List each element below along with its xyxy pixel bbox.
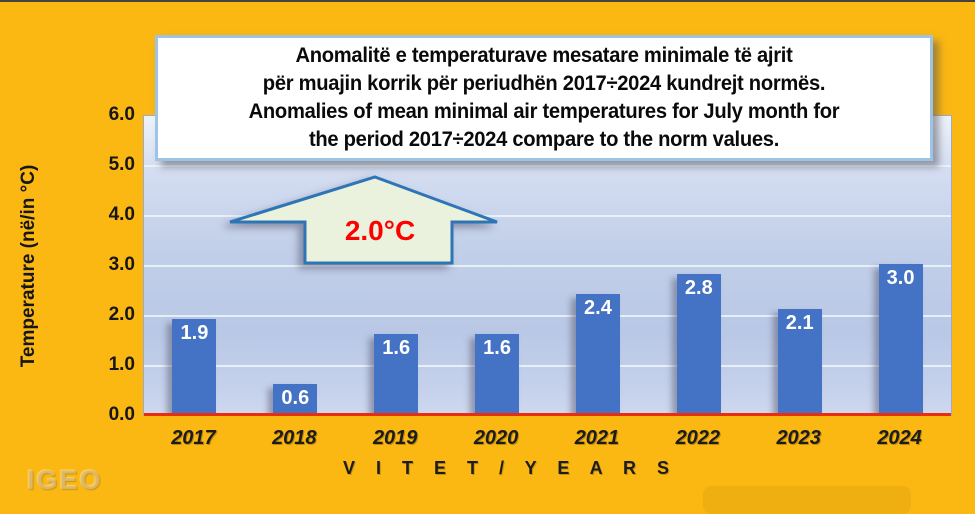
chart-title-box: Anomalitë e temperaturave mesatare minim… <box>155 35 933 161</box>
y-tick-3.0: 3.0 <box>108 254 135 275</box>
x-tick-2022: 2022 <box>675 427 721 449</box>
bar-2017: 1.9 <box>172 319 217 414</box>
x-tick-2021: 2021 <box>574 427 620 449</box>
bar-value-label-2021: 2.4 <box>584 297 612 319</box>
gridline-2.0 <box>144 315 951 317</box>
title-line-2: për muajin korrik për periudhën 2017÷202… <box>262 72 826 95</box>
x-tick-2019: 2019 <box>372 427 418 449</box>
y-tick-6.0: 6.0 <box>108 104 135 125</box>
bar-2020: 1.6 <box>475 334 520 414</box>
bar-value-label-2018: 0.6 <box>281 387 310 409</box>
igeo-watermark: IGEO <box>27 465 103 495</box>
y-tick-1.0: 1.0 <box>108 354 135 375</box>
x-tick-2020: 2020 <box>473 427 519 449</box>
x-axis-title: V I T E T / Y E A R S <box>342 458 678 478</box>
title-line-3: Anomalies of mean minimal air temperatur… <box>248 100 840 123</box>
bar-2024: 3.0 <box>878 264 923 414</box>
bar-2023: 2.1 <box>777 309 822 414</box>
top-border-line <box>0 0 975 2</box>
bar-value-label-2019: 1.6 <box>382 337 411 359</box>
bar-value-label-2017: 1.9 <box>180 322 209 344</box>
plot-area: 1.9 0.6 1.6 1.6 2.4 2.8 2.1 3.0 <box>143 115 952 416</box>
x-tick-2017: 2017 <box>171 427 216 449</box>
title-line-1: Anomalitë e temperaturave mesatare minim… <box>295 44 793 67</box>
up-arrow-annotation: 2.0°C <box>225 174 505 269</box>
bar-2021: 2.4 <box>575 294 620 414</box>
background-accent <box>703 486 911 514</box>
arrow-value-label: 2.0°C <box>345 215 415 246</box>
up-arrow-icon: 2.0°C <box>229 175 498 265</box>
bar-value-label-2024: 3.0 <box>886 267 915 289</box>
y-axis-title: Temperature (në/in °C) <box>18 164 39 368</box>
bar-2018: 0.6 <box>273 384 318 414</box>
bar-2022: 2.8 <box>676 274 721 414</box>
y-tick-5.0: 5.0 <box>108 154 135 175</box>
zero-baseline <box>144 413 951 416</box>
x-tick-2018: 2018 <box>272 427 317 449</box>
bar-value-label-2023: 2.1 <box>785 312 814 334</box>
gridline-1.0 <box>144 365 951 367</box>
title-line-4: the period 2017÷2024 compare to the norm… <box>308 128 780 151</box>
y-tick-4.0: 4.0 <box>108 204 135 225</box>
bar-value-label-2022: 2.8 <box>684 277 713 299</box>
bar-2019: 1.6 <box>374 334 419 414</box>
gridline-4.0 <box>144 215 951 217</box>
x-tick-2023: 2023 <box>776 427 821 449</box>
gridline-5.0 <box>144 165 951 167</box>
chart-title-text: Anomalitë e temperaturave mesatare minim… <box>173 42 914 154</box>
y-tick-2.0: 2.0 <box>108 304 135 325</box>
gridline-3.0 <box>144 265 951 267</box>
x-tick-2024: 2024 <box>877 427 922 449</box>
y-tick-0.0: 0.0 <box>108 404 135 425</box>
bar-value-label-2020: 1.6 <box>483 337 511 359</box>
